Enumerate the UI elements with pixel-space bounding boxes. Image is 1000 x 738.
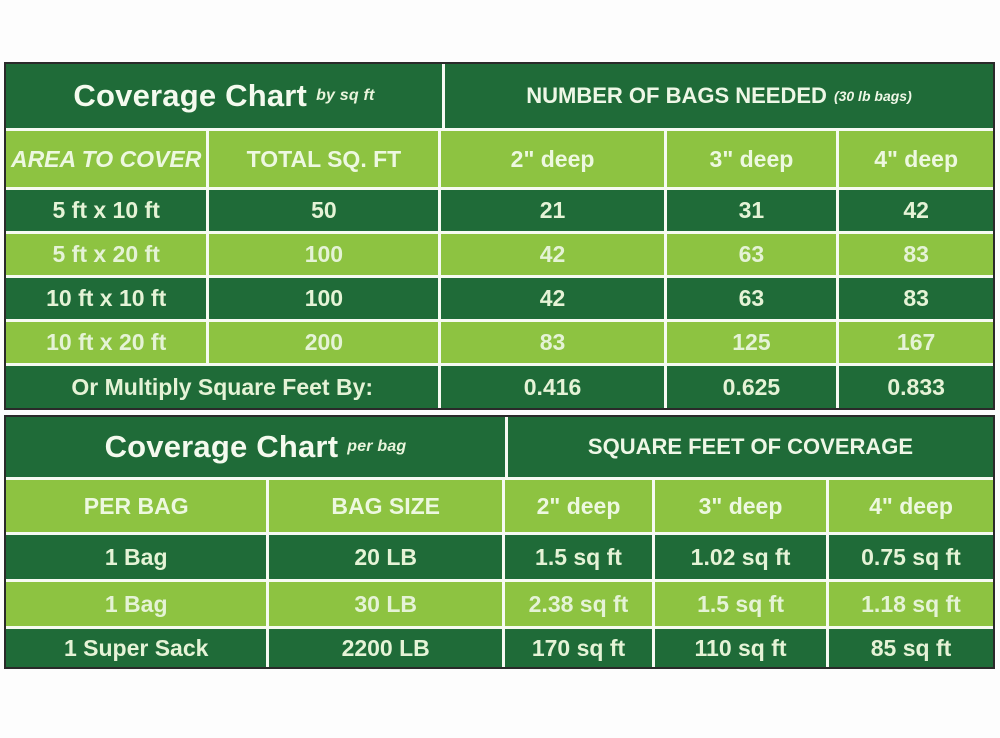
bags-2in-cell: 42 xyxy=(441,278,664,319)
area-cell: 5 ft x 20 ft xyxy=(6,234,207,275)
data-row-10ft-x-20ft: 10 ft x 20 ft 200 83 125 167 xyxy=(6,322,993,363)
by-sqft-column-header-row: AREA TO COVER TOTAL SQ. FT 2" deep 3" de… xyxy=(6,131,993,187)
bags-needed-header-suffix: (30 lb bags) xyxy=(833,87,912,104)
coverage-3in-cell: 1.02 sq ft xyxy=(655,535,826,579)
data-row-20lb-bag: 1 Bag 20 LB 1.5 sq ft 1.02 sq ft 0.75 sq… xyxy=(6,535,993,579)
coverage-2in-cell: 1.5 sq ft xyxy=(504,535,653,579)
data-row-30lb-bag: 1 Bag 30 LB 2.38 sq ft 1.5 sq ft 1.18 sq… xyxy=(6,582,993,626)
coverage-chart-per-bag-table: Coverage Chart per bag SQUARE FEET OF CO… xyxy=(4,415,995,669)
col-header-per-bag: PER BAG xyxy=(6,480,267,532)
coverage-4in-cell: 1.18 sq ft xyxy=(829,582,993,626)
area-cell: 5 ft x 10 ft xyxy=(6,190,207,231)
area-cell: 10 ft x 20 ft xyxy=(6,322,207,363)
col-header-2in-deep: 2" deep xyxy=(504,480,653,532)
area-cell: 10 ft x 10 ft xyxy=(6,278,207,319)
col-header-4in-deep: 4" deep xyxy=(839,131,993,187)
by-sqft-title-row: Coverage Chart by sq ft NUMBER OF BAGS N… xyxy=(6,64,993,128)
coverage-2in-cell: 170 sq ft xyxy=(504,629,653,667)
bag-size-cell: 30 LB xyxy=(269,582,502,626)
data-row-5ft-x-20ft: 5 ft x 20 ft 100 42 63 83 xyxy=(6,234,993,275)
bag-size-cell: 20 LB xyxy=(269,535,502,579)
by-sqft-title: Coverage Chart xyxy=(73,77,308,113)
col-header-3in-deep: 3" deep xyxy=(655,480,826,532)
coverage-4in-cell: 85 sq ft xyxy=(829,629,993,667)
bags-needed-header: NUMBER OF BAGS NEEDED xyxy=(526,83,827,109)
per-bag-cell: 1 Bag xyxy=(6,535,267,579)
bags-4in-cell: 167 xyxy=(839,322,993,363)
bags-3in-cell: 63 xyxy=(666,278,837,319)
by-sqft-title-suffix: by sq ft xyxy=(316,86,375,104)
bags-2in-cell: 83 xyxy=(441,322,664,363)
per-bag-column-header-row: PER BAG BAG SIZE 2" deep 3" deep 4" deep xyxy=(6,480,993,532)
by-sqft-title-cell: Coverage Chart by sq ft xyxy=(6,64,442,128)
multiplier-row: Or Multiply Square Feet By: 0.416 0.625 … xyxy=(6,366,993,408)
data-row-10ft-x-10ft: 10 ft x 10 ft 100 42 63 83 xyxy=(6,278,993,319)
col-header-area-to-cover: AREA TO COVER xyxy=(6,131,207,187)
coverage-header-cell: SQUARE FEET OF COVERAGE xyxy=(508,417,993,477)
multiplier-3in: 0.625 xyxy=(666,366,837,408)
per-bag-cell: 1 Bag xyxy=(6,582,267,626)
per-bag-cell: 1 Super Sack xyxy=(6,629,267,667)
bags-4in-cell: 83 xyxy=(839,234,993,275)
sqft-cell: 100 xyxy=(209,278,439,319)
coverage-3in-cell: 1.5 sq ft xyxy=(655,582,826,626)
bags-3in-cell: 63 xyxy=(666,234,837,275)
col-header-4in-deep: 4" deep xyxy=(829,480,993,532)
coverage-header: SQUARE FEET OF COVERAGE xyxy=(587,434,914,460)
per-bag-title-cell: Coverage Chart per bag xyxy=(6,417,505,477)
multiplier-4in: 0.833 xyxy=(839,366,993,408)
col-header-3in-deep: 3" deep xyxy=(666,131,837,187)
sqft-cell: 50 xyxy=(209,190,439,231)
sqft-cell: 200 xyxy=(209,322,439,363)
bags-3in-cell: 31 xyxy=(666,190,837,231)
per-bag-title: Coverage Chart xyxy=(104,428,339,464)
bags-2in-cell: 21 xyxy=(441,190,664,231)
col-header-total-sqft: TOTAL SQ. FT xyxy=(209,131,439,187)
multiplier-2in: 0.416 xyxy=(441,366,664,408)
coverage-3in-cell: 110 sq ft xyxy=(655,629,826,667)
sqft-cell: 100 xyxy=(209,234,439,275)
multiplier-label: Or Multiply Square Feet By: xyxy=(6,366,439,408)
per-bag-title-suffix: per bag xyxy=(347,437,407,455)
coverage-4in-cell: 0.75 sq ft xyxy=(829,535,993,579)
per-bag-title-row: Coverage Chart per bag SQUARE FEET OF CO… xyxy=(6,417,993,477)
bags-4in-cell: 42 xyxy=(839,190,993,231)
coverage-chart-by-sqft-table: Coverage Chart by sq ft NUMBER OF BAGS N… xyxy=(4,62,995,410)
bags-2in-cell: 42 xyxy=(441,234,664,275)
bags-needed-header-cell: NUMBER OF BAGS NEEDED (30 lb bags) xyxy=(445,64,993,128)
bag-size-cell: 2200 LB xyxy=(269,629,502,667)
coverage-2in-cell: 2.38 sq ft xyxy=(504,582,653,626)
col-header-bag-size: BAG SIZE xyxy=(269,480,502,532)
bags-4in-cell: 83 xyxy=(839,278,993,319)
col-header-2in-deep: 2" deep xyxy=(441,131,664,187)
data-row-5ft-x-10ft: 5 ft x 10 ft 50 21 31 42 xyxy=(6,190,993,231)
data-row-super-sack: 1 Super Sack 2200 LB 170 sq ft 110 sq ft… xyxy=(6,629,993,667)
bags-3in-cell: 125 xyxy=(666,322,837,363)
